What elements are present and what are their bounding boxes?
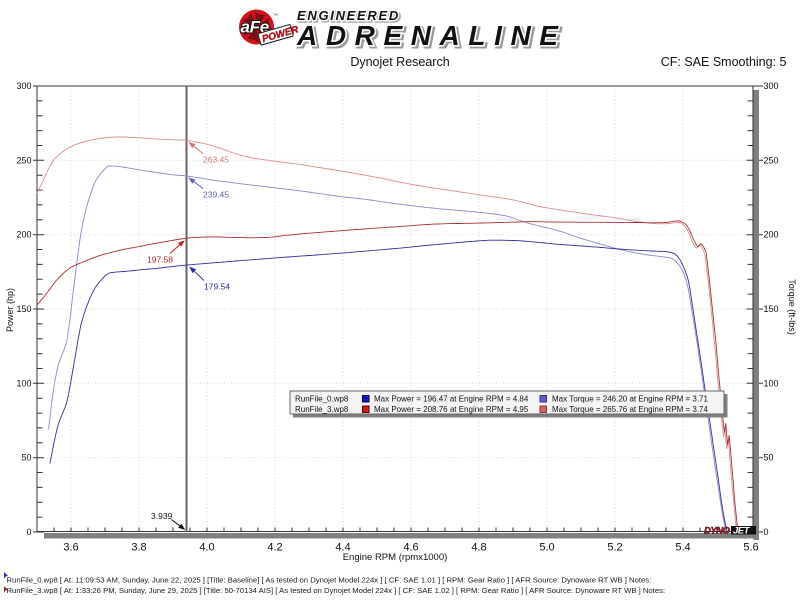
svg-text:RunFile_3.wp8: RunFile_3.wp8 [295, 405, 349, 414]
svg-text:300: 300 [16, 81, 31, 91]
svg-text:100: 100 [764, 378, 779, 388]
svg-text:50: 50 [21, 453, 31, 463]
svg-text:ADRENALINE: ADRENALINE [298, 22, 569, 53]
svg-text:250: 250 [16, 155, 31, 165]
svg-text:200: 200 [16, 230, 31, 240]
svg-text:150: 150 [764, 304, 779, 314]
svg-text:4.0: 4.0 [199, 542, 214, 554]
svg-text:DYNO: DYNO [704, 526, 731, 537]
svg-text:5.4: 5.4 [675, 542, 690, 554]
svg-text:300: 300 [764, 81, 779, 91]
svg-text:4.4: 4.4 [335, 542, 350, 554]
svg-text:200: 200 [764, 230, 779, 240]
svg-text:ENGINEERED: ENGINEERED [297, 8, 400, 23]
svg-text:Torque (ft-lbs): Torque (ft-lbs) [787, 279, 797, 335]
svg-text:239.45: 239.45 [203, 190, 229, 200]
svg-text:197.58: 197.58 [147, 255, 173, 265]
svg-text:250: 250 [764, 155, 779, 165]
svg-text:Max Torque = 265.76 at Engine: Max Torque = 265.76 at Engine RPM = 3.74 [552, 405, 709, 414]
svg-text:Power (hp): Power (hp) [5, 288, 15, 332]
svg-text:5.6: 5.6 [743, 542, 758, 554]
svg-text:Max Power = 208.76 at Engine R: Max Power = 208.76 at Engine RPM = 4.95 [374, 405, 529, 414]
svg-text:JET: JET [733, 526, 751, 537]
svg-text:Dynojet Research: Dynojet Research [350, 55, 449, 69]
svg-text:5.2: 5.2 [607, 542, 622, 554]
svg-text:3.939: 3.939 [151, 511, 173, 521]
svg-text:4.8: 4.8 [471, 542, 486, 554]
svg-text:Engine RPM (rpmx1000): Engine RPM (rpmx1000) [343, 552, 448, 563]
svg-text:RunFile_0.wp8 [ At: 11:09:53 A: RunFile_0.wp8 [ At: 11:09:53 AM, Sunday,… [7, 576, 652, 585]
svg-text:3.8: 3.8 [131, 542, 146, 554]
svg-text:5.0: 5.0 [539, 542, 554, 554]
svg-text:263.45: 263.45 [203, 155, 229, 165]
svg-text:150: 150 [16, 304, 31, 314]
svg-text:ADRENALINE: ADRENALINE [296, 20, 567, 51]
svg-text:50: 50 [764, 453, 774, 463]
svg-text:CF: SAE Smoothing: 5: CF: SAE Smoothing: 5 [661, 55, 787, 69]
svg-text:ADRENALINE: ADRENALINE [296, 20, 567, 51]
svg-text:ENGINEERED: ENGINEERED [299, 10, 402, 25]
svg-text:Max Power = 196.47 at Engine R: Max Power = 196.47 at Engine RPM = 4.84 [374, 395, 529, 404]
svg-text:0: 0 [26, 527, 31, 537]
svg-text:RunFile_3.wp8 [ At: 1:33:26 PM: RunFile_3.wp8 [ At: 1:33:26 PM, Sunday, … [7, 586, 666, 595]
svg-text:0: 0 [764, 527, 769, 537]
svg-text:4.2: 4.2 [267, 542, 282, 554]
svg-text:Max Torque = 246.20 at Engine: Max Torque = 246.20 at Engine RPM = 3.71 [552, 395, 709, 404]
svg-text:179.54: 179.54 [204, 282, 230, 292]
svg-text:™: ™ [273, 13, 278, 19]
svg-text:3.6: 3.6 [63, 542, 78, 554]
svg-text:4.6: 4.6 [403, 542, 418, 554]
svg-text:100: 100 [16, 378, 31, 388]
svg-text:RunFile_0.wp8: RunFile_0.wp8 [295, 395, 349, 404]
svg-text:ENGINEERED: ENGINEERED [297, 8, 400, 23]
